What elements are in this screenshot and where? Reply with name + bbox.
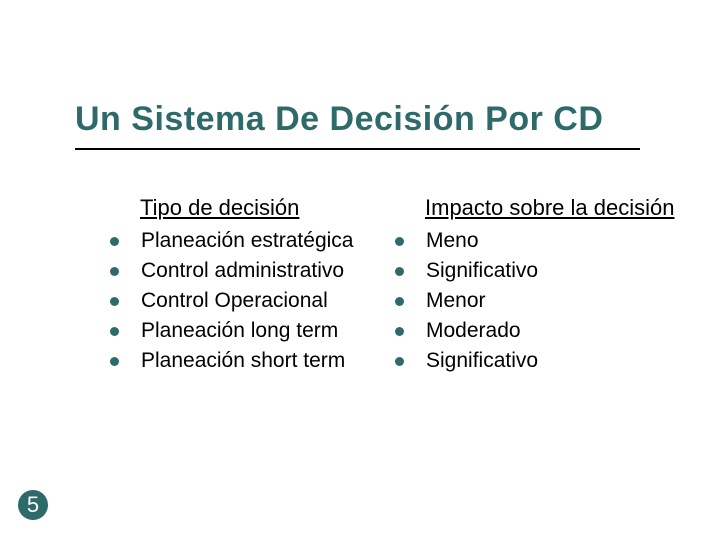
list-item: Control administrativo [110,259,390,283]
bullet-text: Planeación short term [141,349,345,373]
bullet-icon [110,237,119,246]
slide: Un Sistema De Decisión Por CD Tipo de de… [0,0,720,540]
list-item: Menor [395,289,675,313]
list-item: Planeación estratégica [110,229,390,253]
bullet-text: Control Operacional [141,289,328,313]
bullet-icon [110,327,119,336]
bullet-icon [110,267,119,276]
list-item: Moderado [395,319,675,343]
right-column-header: Impacto sobre la decisión [425,195,675,221]
left-column-header: Tipo de decisión [140,195,390,221]
right-bullet-list: Meno Significativo Menor Moderado Signif… [395,229,675,373]
bullet-text: Menor [426,289,486,313]
bullet-icon [395,297,404,306]
list-item: Planeación long term [110,319,390,343]
title-underline [75,148,640,150]
list-item: Significativo [395,259,675,283]
bullet-text: Planeación long term [141,319,338,343]
bullet-text: Meno [426,229,479,253]
bullet-icon [395,267,404,276]
list-item: Significativo [395,349,675,373]
bullet-text: Planeación estratégica [141,229,353,253]
bullet-text: Significativo [426,349,538,373]
bullet-icon [395,327,404,336]
page-number-badge: 5 [18,490,48,520]
bullet-text: Significativo [426,259,538,283]
left-bullet-list: Planeación estratégica Control administr… [110,229,390,373]
list-item: Meno [395,229,675,253]
left-column: Tipo de decisión Planeación estratégica … [110,195,390,379]
slide-title: Un Sistema De Decisión Por CD [75,100,603,139]
list-item: Planeación short term [110,349,390,373]
bullet-text: Moderado [426,319,521,343]
bullet-icon [110,357,119,366]
bullet-text: Control administrativo [141,259,344,283]
bullet-icon [110,297,119,306]
right-column: Impacto sobre la decisión Meno Significa… [395,195,675,379]
bullet-icon [395,357,404,366]
list-item: Control Operacional [110,289,390,313]
bullet-icon [395,237,404,246]
